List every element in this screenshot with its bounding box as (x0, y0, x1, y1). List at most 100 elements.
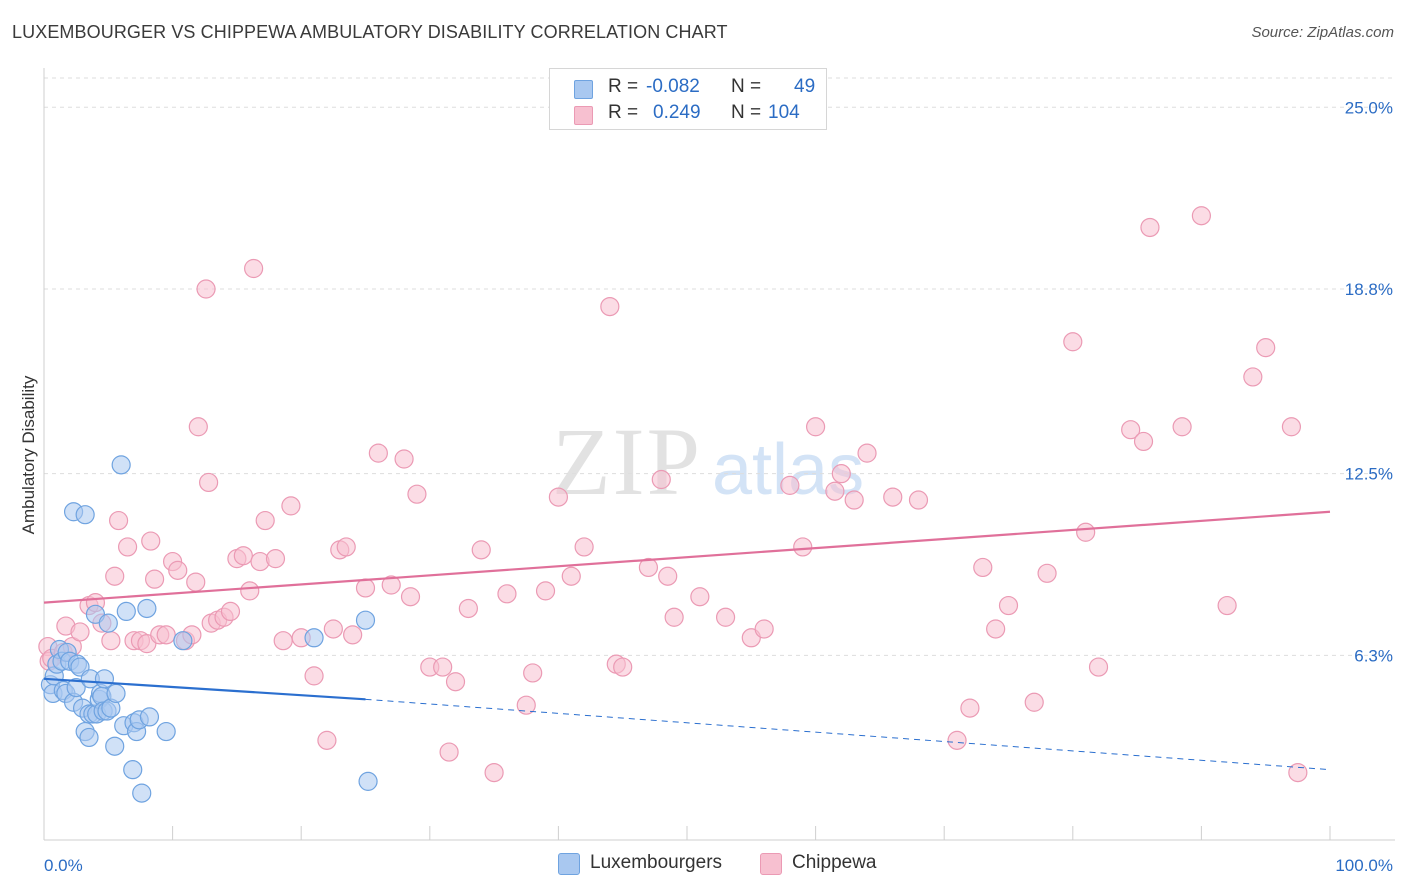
chippewa-point (355, 578, 376, 598)
luxembourger-trend-extension (365, 698, 1331, 771)
chippewa-point (323, 619, 343, 639)
chippewa-legend-swatch (760, 853, 782, 875)
chippewa-point (1088, 657, 1109, 677)
chippewa-point (101, 631, 121, 651)
chippewa-point (535, 581, 556, 601)
n-value-chippewa: 104 (768, 102, 800, 123)
chippewa-point (651, 469, 671, 490)
chippewa-point (196, 279, 216, 299)
chippewa-point (561, 566, 581, 586)
chippewa-point (244, 258, 264, 279)
chippewa-point (273, 631, 293, 651)
chippewa-point (1076, 522, 1096, 542)
luxembourger-point (75, 505, 95, 525)
chippewa-point (497, 584, 517, 604)
chippewa-point (240, 581, 260, 601)
luxembourger-point (98, 613, 118, 633)
chippewa-point (255, 510, 275, 531)
chippewa-point (844, 490, 864, 510)
luxembourger-point (139, 707, 160, 727)
chart-title: LUXEMBOURGER VS CHIPPEWA AMBULATORY DISA… (12, 22, 728, 42)
chippewa-point (439, 742, 459, 762)
luxembourger-point (173, 631, 193, 651)
chippewa-point (825, 481, 845, 501)
chippewa-point (1281, 417, 1302, 437)
luxembourgers-legend-label: Luxembourgers (590, 852, 723, 873)
chippewa-point (1217, 595, 1237, 616)
luxembourger-point (94, 669, 115, 689)
chippewa-point (998, 595, 1019, 616)
chippewa-point (199, 472, 219, 493)
luxembourger-point (116, 601, 136, 622)
r-value-chippewa: 0.249 (653, 102, 701, 123)
y-tick-label: 6.3% (1354, 646, 1393, 665)
gridlines (44, 77, 1395, 656)
chippewa-point (1063, 332, 1083, 352)
chippewa-trend-line (43, 510, 1331, 604)
chippewa-point (317, 730, 337, 750)
chippewa-point (1243, 367, 1263, 387)
y-tick-label: 25.0% (1345, 98, 1393, 117)
chippewa-point (117, 537, 138, 557)
chippewa-point (1140, 217, 1160, 238)
chippewa-point (433, 657, 453, 677)
chippewa-point (1121, 420, 1141, 440)
chippewa-point (105, 566, 125, 586)
chippewa-point (658, 566, 678, 586)
chippewa-point (1288, 762, 1308, 783)
chippewa-point (947, 730, 967, 750)
chippewa-point (1191, 206, 1212, 226)
chippewa-point (548, 487, 569, 507)
luxembourger-trend-line (43, 677, 366, 701)
chippewa-point (336, 537, 356, 557)
chippewa-point (523, 663, 543, 683)
y-tick-label: 12.5% (1345, 465, 1393, 484)
luxembourger-point (132, 783, 152, 803)
chippewa-point (407, 484, 427, 504)
luxembourger-point (137, 598, 157, 619)
chippewa-point (304, 666, 324, 686)
chippewa-point (973, 557, 993, 578)
chippewa-point (186, 572, 206, 592)
data-points (38, 206, 1308, 803)
axes (43, 68, 1395, 841)
luxembourger-point (355, 610, 376, 630)
x-tick-label: 0.0% (44, 856, 83, 875)
chippewa-point (188, 417, 208, 437)
luxembourger-point (111, 455, 131, 475)
chippewa-point (516, 695, 536, 715)
correlation-legend: R = -0.082 N = 49 R = 0.249 N = 104 (549, 68, 827, 130)
y-axis-title: Ambulatory Disability (19, 375, 38, 534)
chippewa-point (1256, 338, 1276, 358)
n-label: N = (731, 102, 762, 123)
luxembourger-point (123, 760, 143, 780)
y-tick-label: 18.8% (1345, 280, 1393, 299)
luxembourgers-legend-swatch (558, 853, 580, 875)
chippewa-point (381, 575, 401, 595)
chippewa-point (715, 607, 736, 627)
luxembourger-point (79, 727, 99, 748)
chippewa-point (780, 475, 800, 495)
trend-lines (43, 510, 1331, 771)
chippewa-point (156, 625, 176, 645)
n-value-luxembourgers: 49 (794, 76, 816, 97)
luxembourger-point (106, 683, 126, 704)
chippewa-point (1133, 431, 1154, 452)
x-tick-label: 100.0% (1335, 856, 1393, 875)
chippewa-point (574, 537, 594, 557)
luxembourgers-swatch (574, 80, 593, 99)
chippewa-point (690, 587, 710, 607)
chippewa-point (754, 619, 774, 639)
source-label: Source: ZipAtlas.com (1251, 24, 1394, 41)
chippewa-point (141, 531, 161, 551)
watermark-zip: ZIP (552, 408, 702, 515)
chippewa-point (220, 601, 241, 622)
chippewa-point (831, 464, 851, 484)
chippewa-point (484, 762, 504, 783)
chippewa-point (233, 546, 253, 566)
r-label: R = (608, 76, 639, 97)
chippewa-point (805, 417, 826, 437)
chippewa-point (281, 496, 301, 516)
chippewa-point (960, 698, 980, 718)
